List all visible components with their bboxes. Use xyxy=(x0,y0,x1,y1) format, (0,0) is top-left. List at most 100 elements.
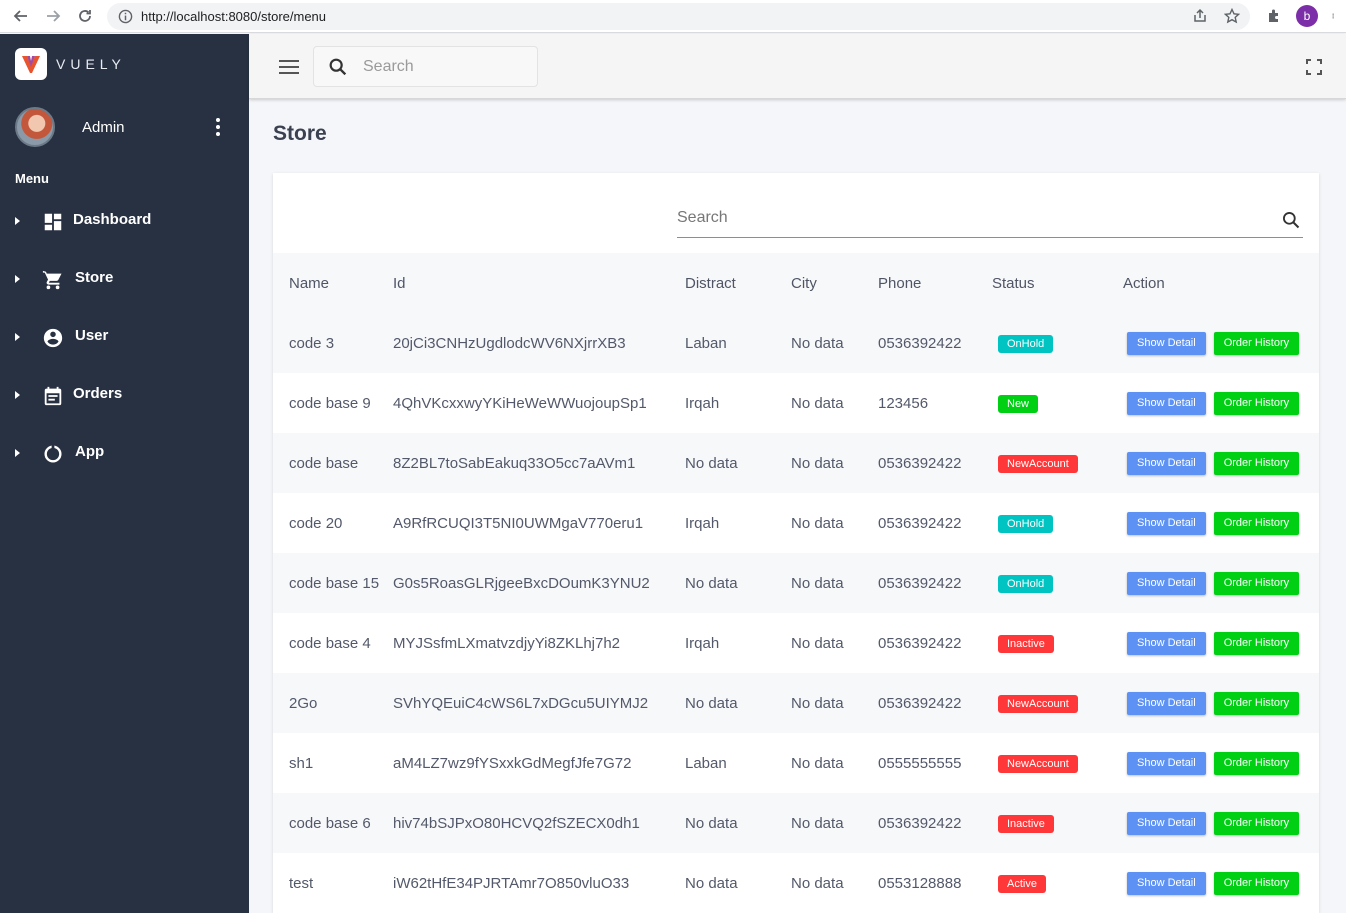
order-history-button[interactable]: Order History xyxy=(1213,811,1300,835)
show-detail-button[interactable]: Show Detail xyxy=(1127,451,1206,475)
store-distract: Laban xyxy=(685,754,727,772)
table-row[interactable]: code base 8Z2BL7toSabEakuq33O5cc7aAVm1 No … xyxy=(273,433,1319,493)
fullscreen-icon[interactable] xyxy=(1306,59,1322,75)
order-history-button[interactable]: Order History xyxy=(1213,631,1300,655)
order-history-button[interactable]: Order History xyxy=(1213,391,1300,415)
store-name: 2Go xyxy=(289,694,318,712)
cell-phone: 0536392422 xyxy=(878,553,992,613)
store-city: No data xyxy=(791,394,844,412)
cell-phone: 0536392422 xyxy=(878,433,992,493)
show-detail-button[interactable]: Show Detail xyxy=(1127,811,1206,835)
show-detail-button[interactable]: Show Detail xyxy=(1127,571,1206,595)
cell-id: A9RfRCUQI3T5NI0UWMgaV770eru1 xyxy=(393,493,685,553)
cell-city: No data xyxy=(791,733,878,793)
show-detail-button[interactable]: Show Detail xyxy=(1127,751,1206,775)
user-profile[interactable]: Admin xyxy=(15,107,235,147)
menu-icon[interactable] xyxy=(279,59,299,75)
table-header-row: Name Id Distract City Phone Status Actio… xyxy=(273,253,1319,313)
table-row[interactable]: code base 9 4QhVKcxxwyYKiHeWeWWuojoupSp1 I… xyxy=(273,373,1319,433)
cell-name: code 3 xyxy=(273,313,393,373)
account-icon xyxy=(43,328,63,348)
table-row[interactable]: code 3 20jCi3CNHzUgdlodcWV6NXjrrXB3 Laban N… xyxy=(273,313,1319,373)
table-row[interactable]: 2Go SVhYQEuiC4cWS6L7xDGcu5UIYMJ2 No data No… xyxy=(273,673,1319,733)
sidebar-item-store[interactable]: Store xyxy=(0,250,249,308)
browser-menu-icon[interactable] xyxy=(1332,8,1338,24)
extensions-icon[interactable] xyxy=(1266,8,1282,24)
reload-icon[interactable] xyxy=(75,6,95,26)
show-detail-button[interactable]: Show Detail xyxy=(1127,691,1206,715)
sidebar-item-app[interactable]: App xyxy=(0,424,249,482)
brand[interactable]: VUELY xyxy=(15,48,126,80)
cell-city: No data xyxy=(791,613,878,673)
cell-id: 8Z2BL7toSabEakuq33O5cc7aAVm1 xyxy=(393,433,685,493)
store-distract: Laban xyxy=(685,334,727,352)
cell-id: iW62tHfE34PJRTAmr7O850vluO33 xyxy=(393,853,685,913)
sidebar-item-label: User xyxy=(75,327,109,344)
order-history-button[interactable]: Order History xyxy=(1213,871,1300,895)
table-search-input[interactable] xyxy=(677,209,1257,227)
status-badge: NewAccount xyxy=(998,454,1078,473)
cell-distract: Irqah xyxy=(685,613,791,673)
forward-icon[interactable] xyxy=(43,6,63,26)
star-icon[interactable] xyxy=(1224,8,1240,24)
search-input[interactable] xyxy=(363,57,513,76)
show-detail-button[interactable]: Show Detail xyxy=(1127,871,1206,895)
cell-action: Show Detail Order History xyxy=(1123,793,1319,853)
status-badge: New xyxy=(998,394,1039,413)
cell-action: Show Detail Order History xyxy=(1123,853,1319,913)
table-row[interactable]: code base 4 MYJSsfmLXmatvzdjyYi8ZKLhj7h2 I… xyxy=(273,613,1319,673)
order-history-button[interactable]: Order History xyxy=(1213,331,1300,355)
column-header-distract[interactable]: Distract xyxy=(685,274,736,292)
order-history-button[interactable]: Order History xyxy=(1213,751,1300,775)
table-row[interactable]: code 20 A9RfRCUQI3T5NI0UWMgaV770eru1 Irqah… xyxy=(273,493,1319,553)
sidebar-item-label: App xyxy=(75,443,105,460)
store-table: Name Id Distract City Phone Status Actio… xyxy=(273,253,1319,913)
avatar[interactable] xyxy=(15,107,55,147)
store-phone: 123456 xyxy=(878,394,929,412)
column-header-city[interactable]: City xyxy=(791,274,817,292)
sidebar-item-orders[interactable]: Orders xyxy=(0,366,249,424)
order-history-button[interactable]: Order History xyxy=(1213,571,1300,595)
show-detail-button[interactable]: Show Detail xyxy=(1127,631,1206,655)
store-distract: No data xyxy=(685,454,738,472)
store-name: code base 6 xyxy=(289,814,371,832)
info-icon[interactable] xyxy=(118,9,133,24)
table-row[interactable]: test iW62tHfE34PJRTAmr7O850vluO33 No data N… xyxy=(273,853,1319,913)
cell-distract: No data xyxy=(685,793,791,853)
address-bar[interactable]: http://localhost:8080/store/menu xyxy=(107,3,1250,30)
table-row[interactable]: sh1 aM4LZ7wz9fYSxxkGdMegfJfe7G72 Laban No d… xyxy=(273,733,1319,793)
cell-phone: 0536392422 xyxy=(878,793,992,853)
column-header-status[interactable]: Status xyxy=(992,274,1035,292)
order-history-button[interactable]: Order History xyxy=(1213,691,1300,715)
profile-avatar[interactable]: b xyxy=(1296,5,1318,27)
cell-action: Show Detail Order History xyxy=(1123,493,1319,553)
table-row[interactable]: code base 6 hiv74bSJPxO80HCVQ2fSZECX0dh1 N… xyxy=(273,793,1319,853)
store-id: 4QhVKcxxwyYKiHeWeWWuojoupSp1 xyxy=(393,394,647,412)
header-search[interactable] xyxy=(313,46,538,87)
store-city: No data xyxy=(791,754,844,772)
table-search[interactable] xyxy=(677,203,1303,238)
sidebar-item-label: Store xyxy=(75,269,114,286)
back-icon[interactable] xyxy=(11,6,31,26)
column-header-phone[interactable]: Phone xyxy=(878,274,922,292)
sidebar-item-label: Orders xyxy=(73,385,123,402)
status-badge: OnHold xyxy=(998,334,1054,353)
caret-right-icon xyxy=(15,333,20,341)
more-vert-icon[interactable] xyxy=(215,117,221,137)
search-icon[interactable] xyxy=(1281,210,1301,230)
show-detail-button[interactable]: Show Detail xyxy=(1127,511,1206,535)
column-header-id[interactable]: Id xyxy=(393,274,406,292)
table-body: code 3 20jCi3CNHzUgdlodcWV6NXjrrXB3 Laban N… xyxy=(273,313,1319,913)
status-badge: OnHold xyxy=(998,574,1054,593)
share-icon[interactable] xyxy=(1192,8,1208,24)
show-detail-button[interactable]: Show Detail xyxy=(1127,331,1206,355)
sidebar-item-dashboard[interactable]: Dashboard xyxy=(0,192,249,250)
order-history-button[interactable]: Order History xyxy=(1213,451,1300,475)
column-header-name[interactable]: Name xyxy=(289,274,330,292)
order-history-button[interactable]: Order History xyxy=(1213,511,1300,535)
sidebar-item-user[interactable]: User xyxy=(0,308,249,366)
show-detail-button[interactable]: Show Detail xyxy=(1127,391,1206,415)
store-name: code base 4 xyxy=(289,634,371,652)
table-row[interactable]: code base 15 G0s5RoasGLRjgeeBxcDOumK3YNU2… xyxy=(273,553,1319,613)
cell-id: G0s5RoasGLRjgeeBxcDOumK3YNU2 xyxy=(393,553,685,613)
